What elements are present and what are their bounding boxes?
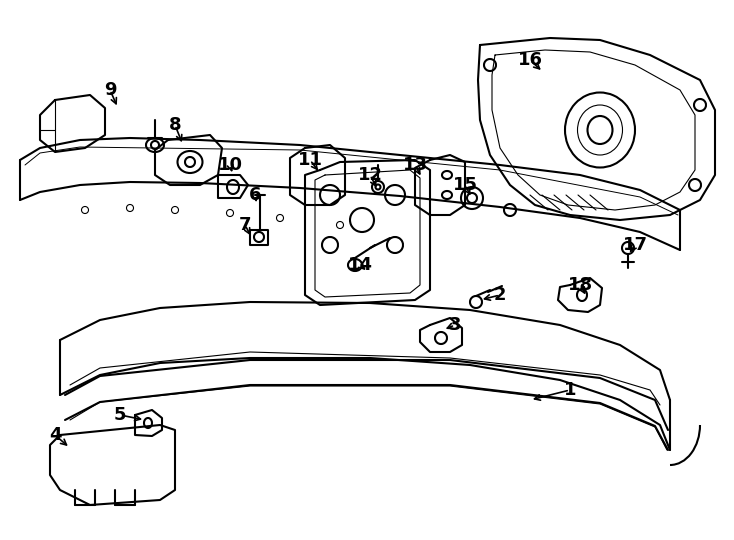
Text: 12: 12 (357, 166, 382, 184)
Text: 1: 1 (564, 381, 576, 399)
Text: 13: 13 (402, 156, 427, 174)
Text: 6: 6 (249, 186, 261, 204)
Text: 7: 7 (239, 216, 251, 234)
Text: 14: 14 (347, 256, 372, 274)
Text: 5: 5 (114, 406, 126, 424)
Text: 11: 11 (297, 151, 322, 169)
Text: 15: 15 (452, 176, 478, 194)
Text: 4: 4 (48, 426, 61, 444)
Text: 8: 8 (169, 116, 181, 134)
Text: 3: 3 (448, 316, 461, 334)
Text: 9: 9 (103, 81, 116, 99)
Text: 17: 17 (622, 236, 647, 254)
Text: 16: 16 (517, 51, 542, 69)
Text: 18: 18 (567, 276, 592, 294)
Text: 2: 2 (494, 286, 506, 304)
Text: 10: 10 (217, 156, 242, 174)
